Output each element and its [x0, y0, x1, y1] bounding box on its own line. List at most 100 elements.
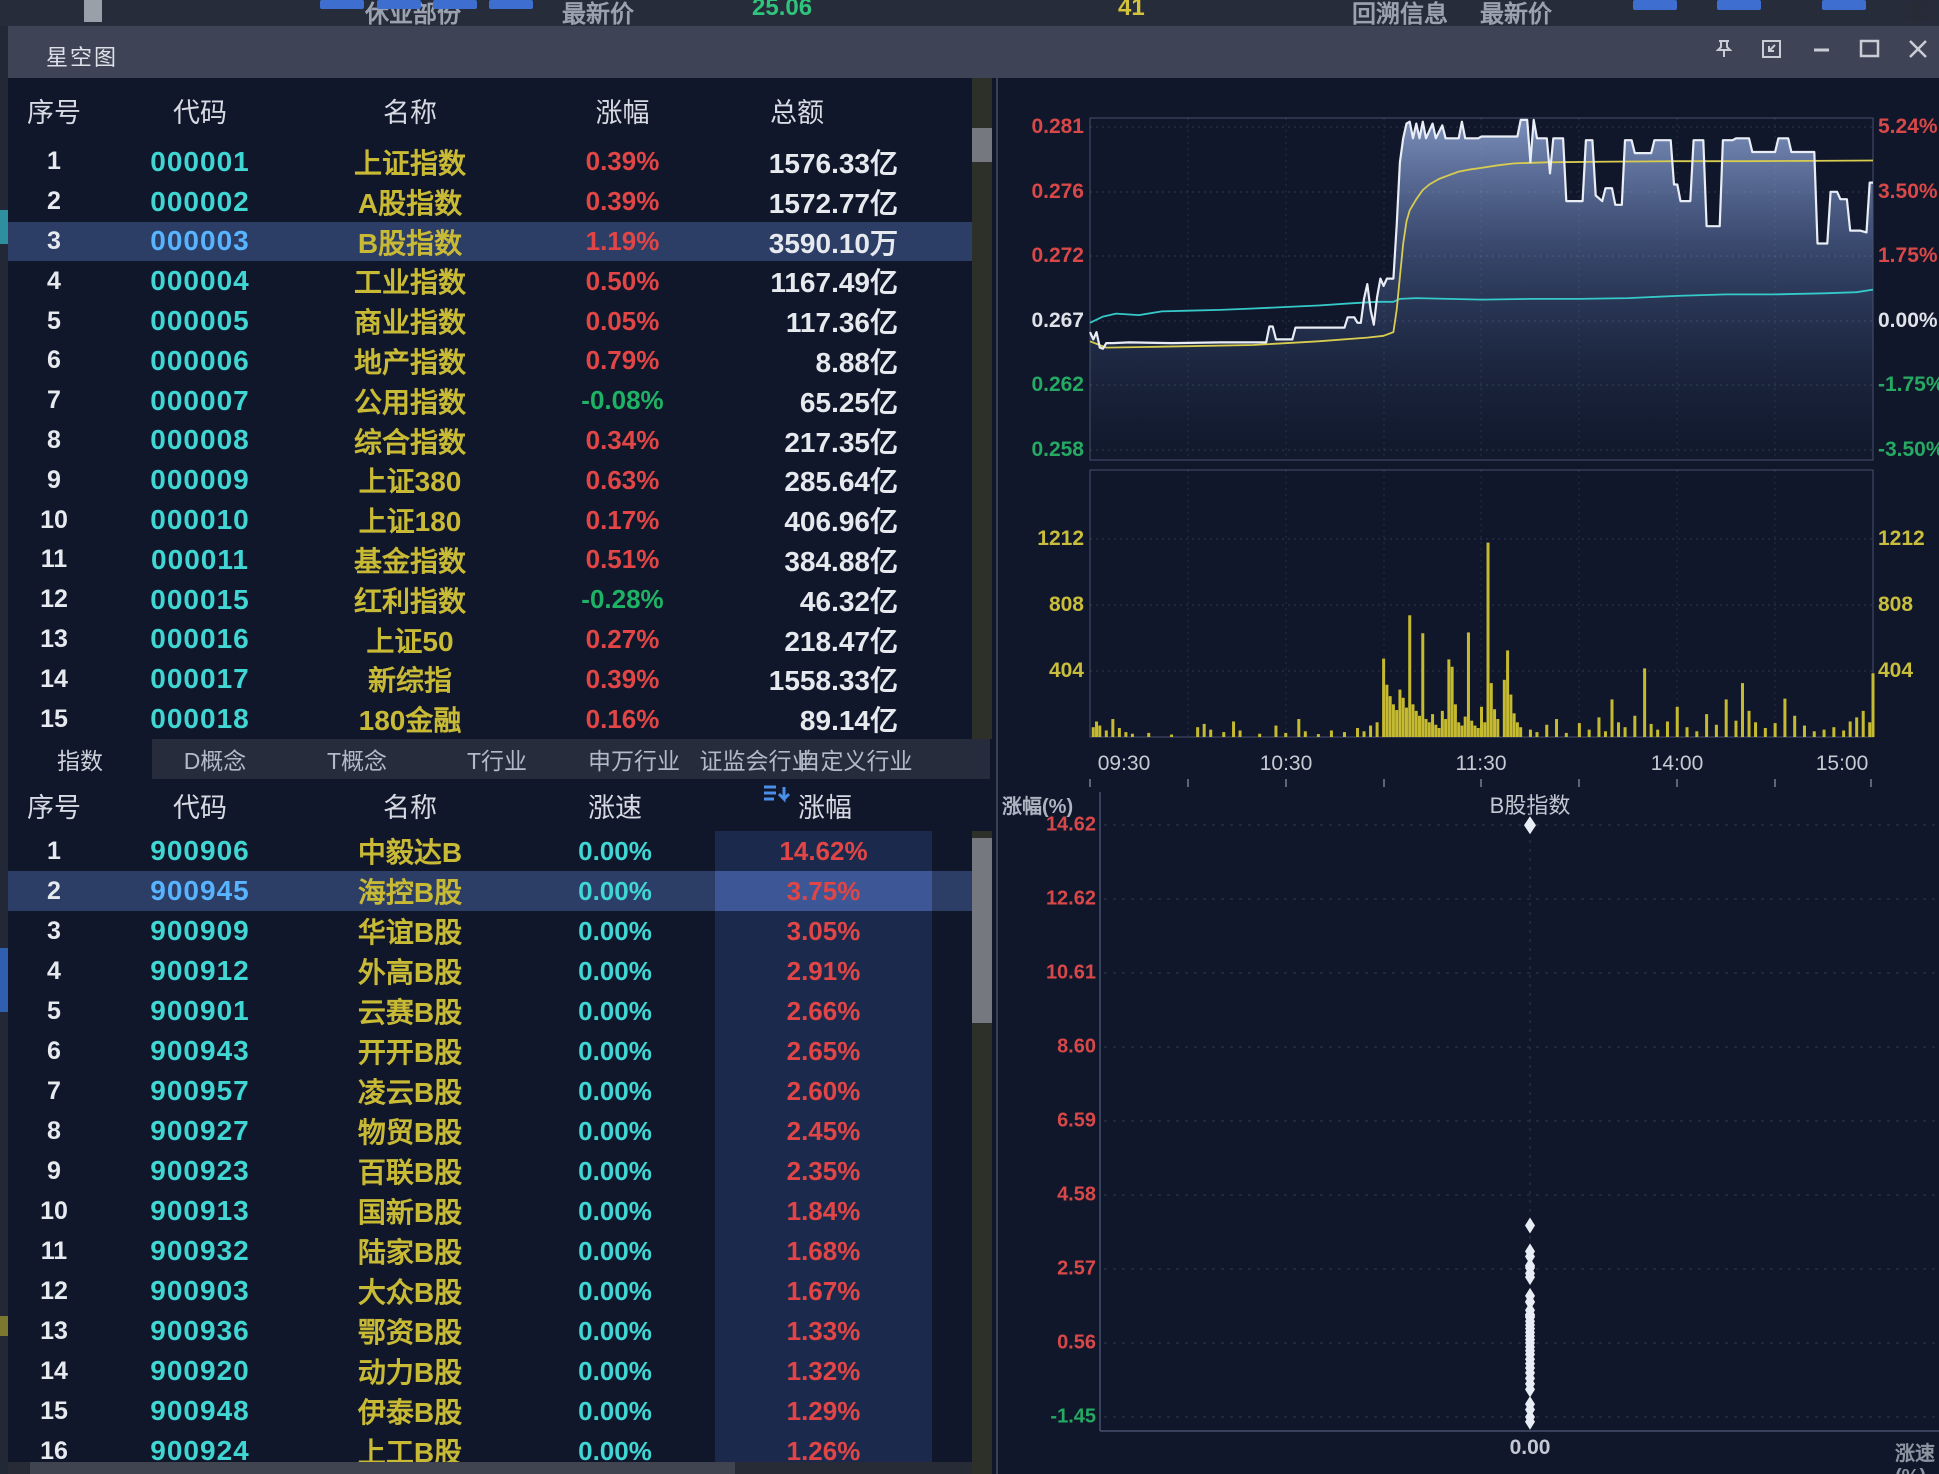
maximize-icon[interactable] — [1857, 36, 1891, 68]
scatter-tick-label: 10.61 — [1045, 961, 1096, 984]
index-row[interactable]: 9 000009 上证380 0.63% 285.64亿 — [8, 460, 972, 500]
cell-seq: 3 — [47, 916, 61, 945]
cell-code: 000009 — [150, 464, 250, 496]
background-tab-button — [1633, 0, 1677, 10]
scatter-tick-label: -1.45 — [1050, 1405, 1096, 1428]
cell-change: 0.63% — [585, 464, 660, 495]
col-header-speed[interactable]: 涨速 — [588, 792, 642, 823]
b-share-row[interactable]: 15 900948 伊泰B股 0.00% 1.29% — [8, 1391, 972, 1431]
tab-证监会行业[interactable]: 证监会行业 — [699, 748, 815, 774]
b-share-row[interactable]: 10 900913 国新B股 0.00% 1.84% — [8, 1191, 972, 1231]
col-header-name[interactable]: 名称 — [383, 97, 437, 128]
cell-name: 伊泰B股 — [357, 1397, 463, 1428]
b-share-scatter-chart[interactable] — [1100, 792, 1939, 1431]
tab-自定义行业[interactable]: 自定义行业 — [797, 748, 913, 774]
window-titlebar[interactable]: 星空图 — [8, 26, 1939, 78]
cell-name: 基金指数 — [353, 545, 466, 577]
b-share-row[interactable]: 14 900920 动力B股 0.00% 1.32% — [8, 1351, 972, 1391]
index-row[interactable]: 1 000001 上证指数 0.39% 1576.33亿 — [8, 142, 972, 182]
cell-speed: 0.00% — [578, 835, 652, 866]
cell-code: 900936 — [150, 1315, 250, 1346]
b-share-row[interactable]: 13 900936 鄂资B股 0.00% 1.33% — [8, 1311, 972, 1351]
index-row[interactable]: 13 000016 上证50 0.27% 218.47亿 — [8, 620, 972, 660]
index-row[interactable]: 11 000011 基金指数 0.51% 384.88亿 — [8, 540, 972, 580]
cell-speed: 0.00% — [578, 955, 652, 986]
index-row[interactable]: 10 000010 上证180 0.17% 406.96亿 — [8, 500, 972, 540]
col-header-code[interactable]: 代码 — [173, 97, 227, 128]
b-share-table-hscrollbar[interactable] — [8, 1462, 972, 1474]
col-header-total[interactable]: 总额 — [770, 97, 824, 128]
cell-seq: 6 — [47, 1036, 61, 1065]
cell-change: 0.39% — [585, 663, 660, 694]
tab-申万行业[interactable]: 申万行业 — [588, 748, 680, 774]
intraday-price-chart[interactable] — [1090, 118, 1873, 460]
b-share-row[interactable]: 7 900957 凌云B股 0.00% 2.60% — [8, 1071, 972, 1111]
index-row[interactable]: 3 000003 B股指数 1.19% 3590.10万 — [8, 221, 972, 262]
index-row[interactable]: 5 000005 商业指数 0.05% 117.36亿 — [8, 301, 972, 341]
popout-icon[interactable] — [1759, 36, 1793, 68]
b-share-row[interactable]: 3 900909 华谊B股 0.00% 3.05% — [8, 911, 972, 951]
intraday-volume-chart[interactable] — [1090, 470, 1873, 737]
pin-icon[interactable] — [1711, 36, 1745, 68]
cell-code: 900913 — [150, 1195, 250, 1226]
index-row[interactable]: 12 000015 红利指数 -0.28% 46.32亿 — [8, 580, 972, 620]
b-share-row[interactable]: 11 900932 陆家B股 0.00% 1.68% — [8, 1231, 972, 1271]
background-text-fragment: 41 — [1118, 0, 1145, 21]
cell-total: 217.35亿 — [784, 426, 898, 458]
b-share-row[interactable]: 6 900943 开开B股 0.00% 2.65% — [8, 1031, 972, 1071]
cell-code: 000005 — [150, 305, 250, 337]
cell-seq: 9 — [47, 1156, 61, 1185]
b-share-table-scrollbar[interactable] — [972, 831, 992, 1474]
col-header-change-sorted[interactable]: 涨幅 — [760, 779, 890, 831]
minimize-icon[interactable] — [1809, 36, 1843, 68]
index-row[interactable]: 6 000006 地产指数 0.79% 8.88亿 — [8, 341, 972, 381]
b-share-row[interactable]: 1 900906 中毅达B 0.00% 14.62% — [8, 831, 972, 871]
cell-code: 000015 — [150, 583, 250, 615]
cell-code: 900924 — [150, 1435, 250, 1466]
b-share-row[interactable]: 4 900912 外高B股 0.00% 2.91% — [8, 951, 972, 991]
index-row[interactable]: 8 000008 综合指数 0.34% 217.35亿 — [8, 421, 972, 461]
b-share-row[interactable]: 5 900901 云赛B股 0.00% 2.66% — [8, 991, 972, 1031]
col-header-seq[interactable]: 序号 — [27, 792, 81, 823]
cell-code: 000017 — [150, 663, 250, 695]
cell-code: 000006 — [150, 344, 250, 376]
index-row[interactable]: 2 000002 A股指数 0.39% 1572.77亿 — [8, 182, 972, 222]
b-share-row[interactable]: 12 900903 大众B股 0.00% 1.67% — [8, 1271, 972, 1311]
tab-T概念[interactable]: T概念 — [326, 748, 388, 774]
cell-name: B股指数 — [357, 227, 463, 259]
b-share-row[interactable]: 2 900945 海控B股 0.00% 3.75% — [8, 871, 972, 911]
background-tab-button — [1717, 0, 1761, 10]
cell-code: 000001 — [150, 145, 250, 177]
cell-speed: 0.00% — [578, 1355, 652, 1386]
b-share-row[interactable]: 8 900927 物贸B股 0.00% 2.45% — [8, 1111, 972, 1151]
background-tab-button — [1822, 0, 1866, 10]
cell-total: 8.88亿 — [815, 346, 899, 378]
cell-speed: 0.00% — [578, 1235, 652, 1266]
cell-seq: 14 — [40, 664, 68, 693]
cell-code: 000016 — [150, 623, 250, 655]
index-table-scrollbar[interactable] — [972, 78, 992, 739]
cell-name: 外高B股 — [357, 957, 463, 988]
index-row[interactable]: 7 000007 公用指数 -0.08% 65.25亿 — [8, 381, 972, 421]
col-header-change[interactable]: 涨幅 — [595, 97, 650, 128]
cell-speed: 0.00% — [578, 1315, 652, 1346]
b-share-row[interactable]: 9 900923 百联B股 0.00% 2.35% — [8, 1151, 972, 1191]
close-icon[interactable] — [1905, 36, 1939, 68]
cell-name: 公用指数 — [353, 386, 466, 418]
index-row[interactable]: 4 000004 工业指数 0.50% 1167.49亿 — [8, 261, 972, 301]
cell-seq: 7 — [47, 386, 61, 415]
col-header-code[interactable]: 代码 — [173, 792, 227, 823]
tab-T行业[interactable]: T行业 — [466, 748, 528, 774]
index-row[interactable]: 14 000017 新综指 0.39% 1558.33亿 — [8, 659, 972, 699]
col-header-seq[interactable]: 序号 — [27, 97, 81, 128]
cell-name: 陆家B股 — [357, 1237, 463, 1268]
tab-D概念[interactable]: D概念 — [183, 748, 247, 774]
cell-change: 2.91% — [715, 951, 932, 991]
cell-total: 1576.33亿 — [768, 147, 898, 179]
index-row[interactable]: 15 000018 180金融 0.16% 89.14亿 — [8, 699, 972, 739]
cell-change: 1.29% — [715, 1391, 932, 1431]
cell-seq: 5 — [47, 306, 61, 335]
col-header-name[interactable]: 名称 — [383, 792, 437, 823]
tab-指数[interactable]: 指数 — [8, 739, 152, 779]
background-text-fragment: 25.06 — [752, 0, 813, 21]
